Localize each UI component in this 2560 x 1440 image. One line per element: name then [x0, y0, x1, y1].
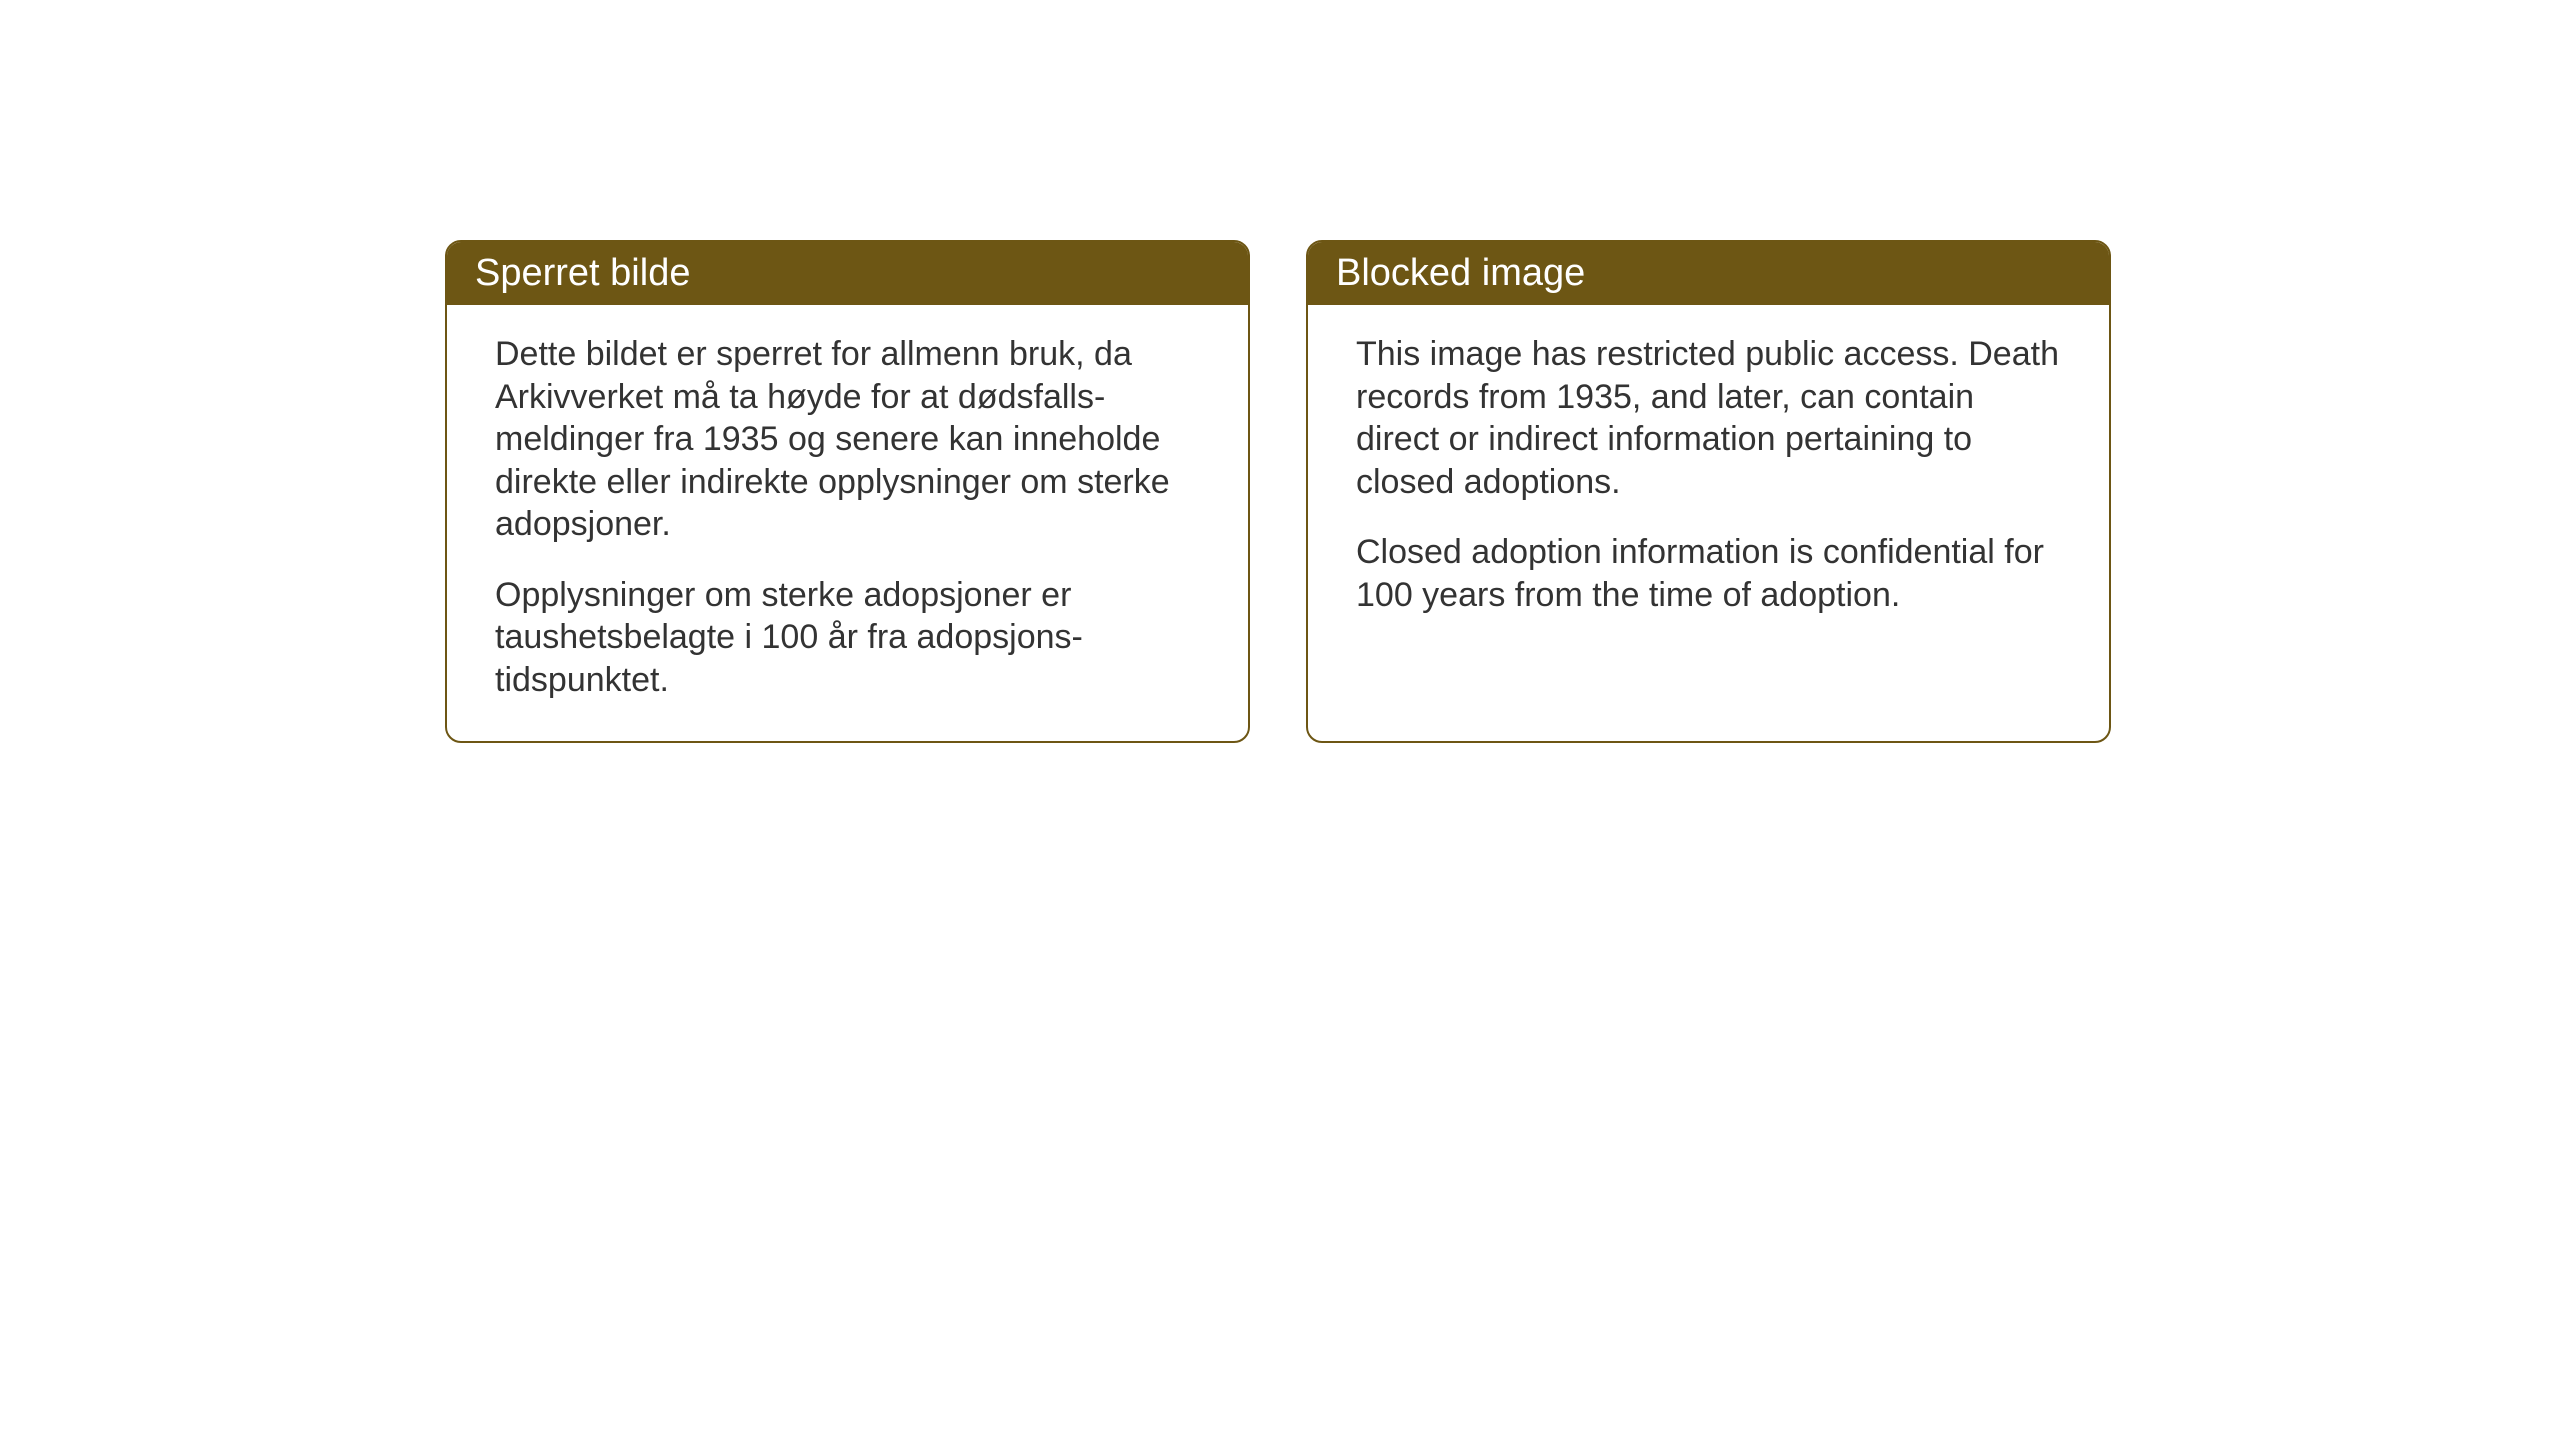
- card-body-norwegian: Dette bildet er sperret for allmenn bruk…: [447, 305, 1248, 741]
- paragraph-english-1: This image has restricted public access.…: [1356, 333, 2061, 503]
- notice-card-norwegian: Sperret bilde Dette bildet er sperret fo…: [445, 240, 1250, 743]
- notice-card-english: Blocked image This image has restricted …: [1306, 240, 2111, 743]
- paragraph-norwegian-2: Opplysninger om sterke adopsjoner er tau…: [495, 574, 1200, 702]
- paragraph-english-2: Closed adoption information is confident…: [1356, 531, 2061, 616]
- card-body-english: This image has restricted public access.…: [1308, 305, 2109, 656]
- card-header-english: Blocked image: [1308, 242, 2109, 305]
- card-header-norwegian: Sperret bilde: [447, 242, 1248, 305]
- notice-container: Sperret bilde Dette bildet er sperret fo…: [445, 240, 2111, 743]
- paragraph-norwegian-1: Dette bildet er sperret for allmenn bruk…: [495, 333, 1200, 546]
